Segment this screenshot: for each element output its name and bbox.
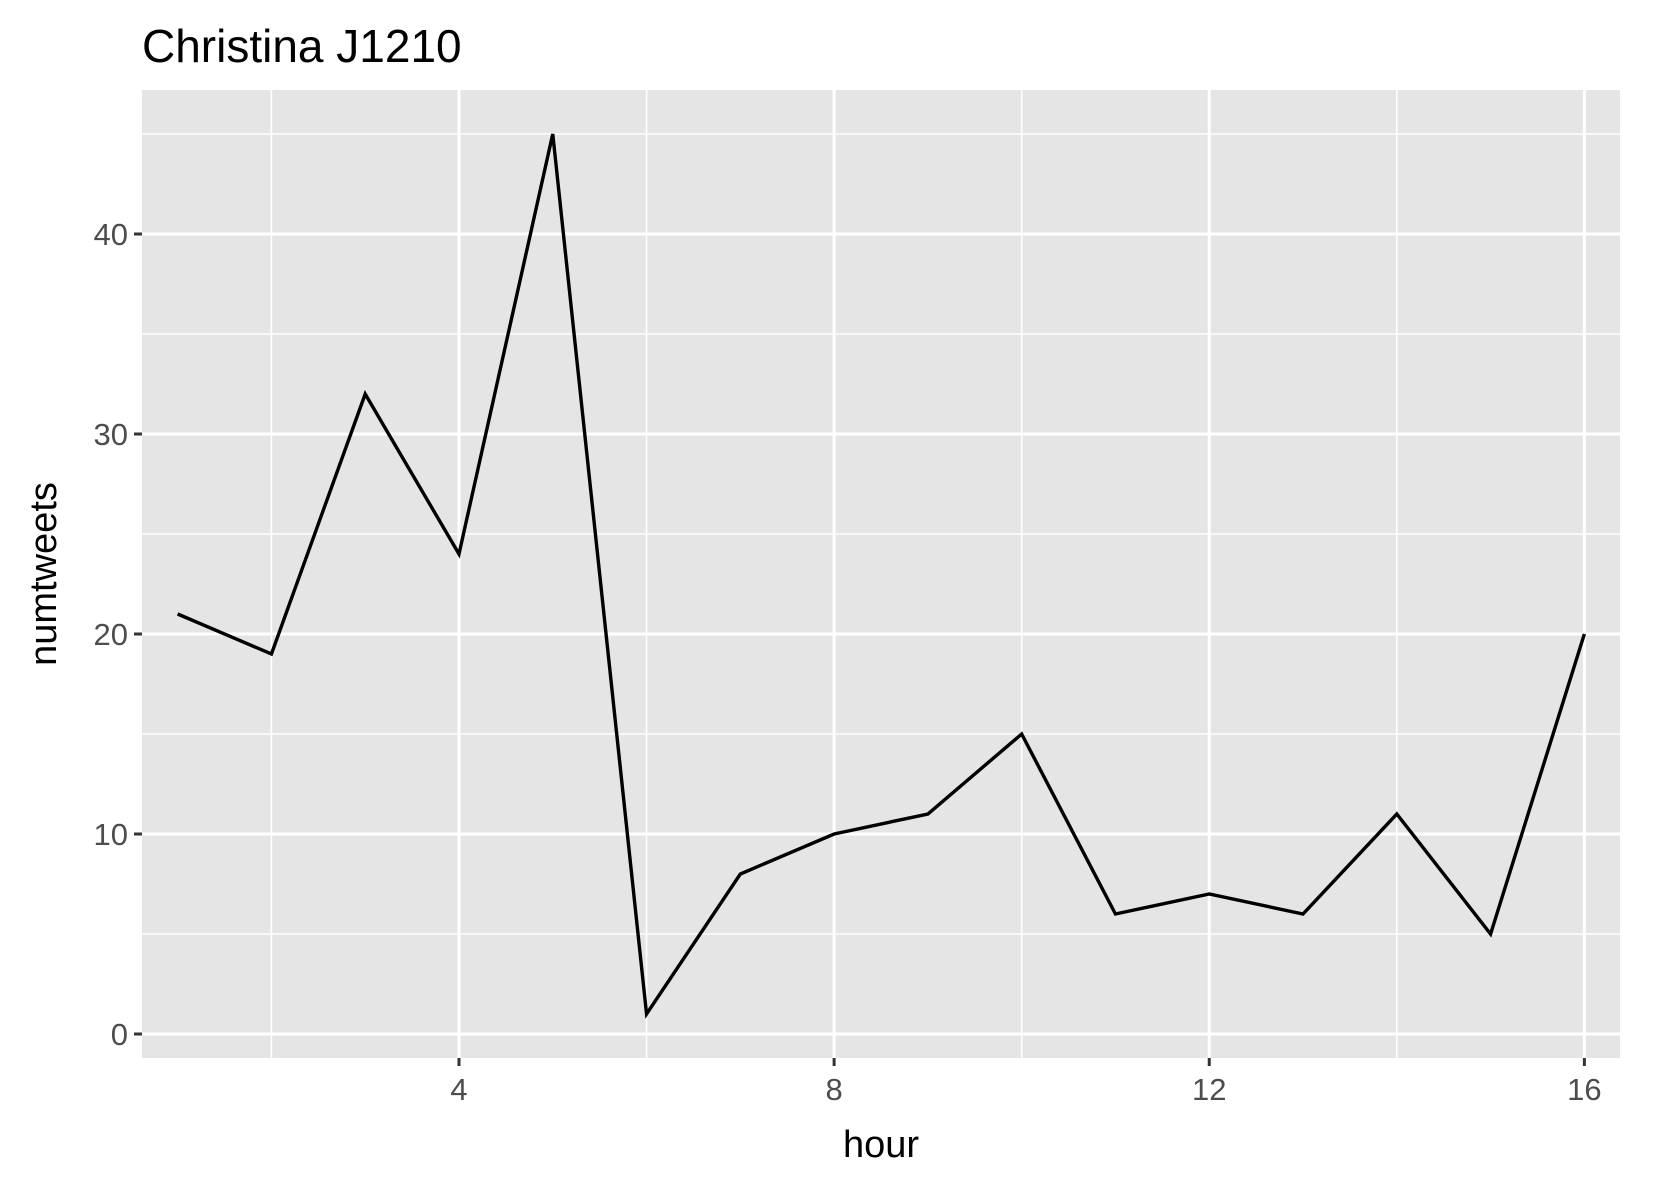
minor-gridlines bbox=[142, 90, 1620, 1058]
x-tick-label: 12 bbox=[1192, 1072, 1226, 1107]
y-tick-label: 30 bbox=[94, 417, 128, 452]
data-layer bbox=[176, 133, 1586, 1019]
series-line bbox=[176, 133, 1586, 1019]
x-tick-label: 4 bbox=[450, 1072, 467, 1107]
y-tick-label: 10 bbox=[94, 817, 128, 852]
plot-panel bbox=[142, 90, 1620, 1058]
y-tick-label: 0 bbox=[111, 1017, 128, 1052]
chart-title: Christina J1210 bbox=[142, 20, 462, 72]
x-axis-title: hour bbox=[843, 1124, 919, 1166]
x-tick-label: 8 bbox=[825, 1072, 842, 1107]
axis-ticks bbox=[134, 232, 1586, 1066]
major-gridlines bbox=[142, 90, 1620, 1058]
x-tick-label: 16 bbox=[1567, 1072, 1601, 1107]
tick-labels: 4 8 12 16 0 10 20 30 40 bbox=[94, 217, 1602, 1107]
y-tick-label: 20 bbox=[94, 617, 128, 652]
y-tick-label: 40 bbox=[94, 217, 128, 252]
y-axis-title: numtweets bbox=[23, 482, 65, 666]
